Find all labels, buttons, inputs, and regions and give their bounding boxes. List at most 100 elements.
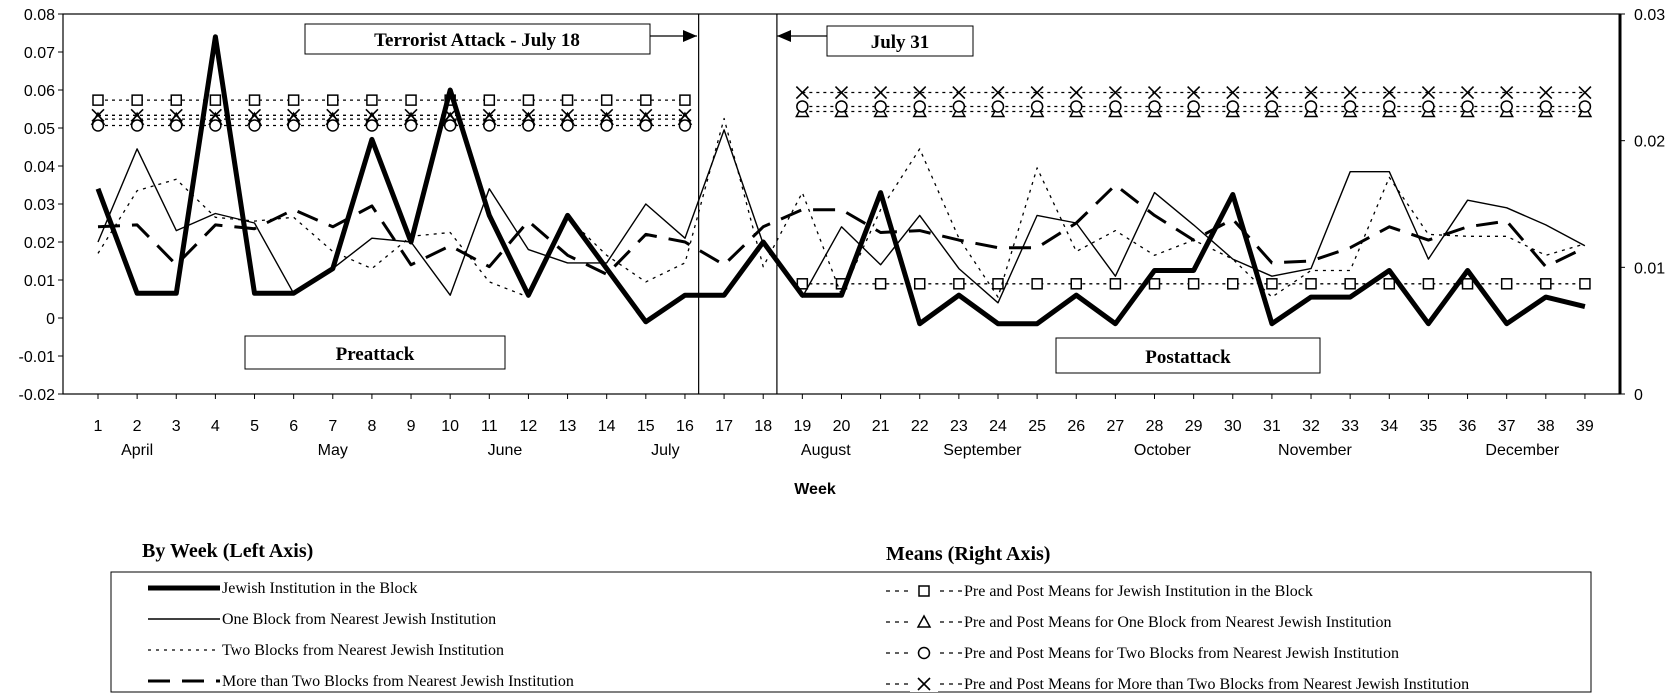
x-tick-label: 38 [1537,418,1555,435]
x-tick-label: 28 [1146,418,1164,435]
legend-mean-label: Pre and Post Means for Jewish Institutio… [964,583,1313,600]
mean-x-stroke [639,108,653,122]
mean-square-marker [679,94,691,106]
mean-x-marker [795,85,809,100]
mean-square-marker [640,94,652,106]
x-tick-label: 16 [676,418,694,435]
x-tick-label: 37 [1498,418,1516,435]
month-label: May [318,442,348,459]
month-label: November [1278,442,1352,459]
right-tick-label: 0.03 [1634,7,1665,24]
mean-x-marker [913,85,927,100]
attack-arrowhead [683,30,697,42]
mean-circle-marker [1383,100,1396,113]
legend-right-title: Means (Right Axis) [886,543,1050,565]
series-line [97,129,1586,304]
legend-entry-label: Jewish Institution in the Block [222,580,418,597]
mean-square-marker [953,278,965,290]
postattack-label-box [1055,337,1321,374]
legend-entry-label: One Block from Nearest Jewish Institutio… [222,611,496,628]
mean-circle-marker [326,119,340,132]
july31-label: July 31 [871,32,930,53]
left-tick-label: 0.03 [24,197,55,214]
mean-circle-marker [917,646,931,660]
mean-x-stroke [991,85,1005,100]
mean-x-stroke [795,85,809,100]
mean-x-marker [1187,85,1201,100]
mean-x-stroke [1030,85,1044,100]
mean-x-stroke [1421,85,1435,100]
x-tick-label: 9 [407,418,416,435]
mean-x-marker [678,108,692,122]
mean-circle-marker [1422,100,1435,113]
mean-square-marker [1422,278,1435,290]
mean-square-marker [248,94,261,106]
left-tick-label: 0.06 [24,83,55,100]
x-tick-label: 39 [1576,418,1594,435]
mean-square-marker [1305,278,1317,290]
mean-circle-marker [1148,100,1161,113]
mean-x-stroke [1460,85,1475,100]
mean-circle-marker [209,119,222,132]
mean-circle-marker [287,119,300,132]
x-tick-label: 8 [367,418,376,435]
legend-mean-label: Pre and Post Means for More than Two Blo… [964,676,1469,693]
mean-x-marker [208,108,222,122]
legend-left-title: By Week (Left Axis) [142,540,313,562]
mean-x-marker [834,85,849,100]
month-label: December [1485,442,1559,459]
mean-x-marker [1500,85,1514,100]
mean-x-stroke [913,85,927,100]
mean-x-stroke [678,108,692,122]
x-tick-label: 22 [911,418,929,435]
mean-x-stroke [1226,85,1240,100]
mean-x-marker [91,108,105,122]
july31-label-box [826,25,974,57]
mean-x-stroke [1187,85,1201,100]
mean-circle-marker [522,119,535,132]
mean-square-marker [918,585,930,597]
mean-x-marker [1343,85,1357,100]
mean-x-marker [1539,85,1553,100]
mean-circle-marker [404,119,418,132]
mean-circle-marker [991,100,1005,113]
x-tick-label: 31 [1263,418,1281,435]
mean-square-marker [287,94,300,106]
mean-x-stroke [208,108,222,122]
mean-circle-marker [170,119,183,132]
x-tick-label: 4 [211,418,220,435]
x-tick-label: 6 [289,418,298,435]
x-tick-label: 10 [441,418,459,435]
mean-x-marker [1578,85,1592,100]
x-tick-label: 11 [481,418,498,435]
x-tick-label: 27 [1106,418,1124,435]
mean-square-marker [131,94,143,106]
mean-circle-marker [678,119,692,132]
x-tick-label: 13 [559,418,577,435]
month-label: September [943,442,1022,459]
mean-square-marker [1187,278,1200,290]
mean-circle-marker [248,119,261,132]
mean-circle-marker [952,100,966,113]
mean-x-stroke [1265,85,1279,100]
left-tick-label: 0 [46,311,55,328]
left-tick-label: 0.07 [24,45,55,62]
mean-x-marker [1265,85,1279,100]
mean-circle-marker [1578,100,1592,113]
mean-x-marker [1226,85,1240,100]
mean-x-stroke [326,108,340,122]
mean-x-stroke [1578,85,1592,100]
mean-circle-marker [796,100,809,113]
mean-square-marker [1461,278,1474,290]
x-tick-label: 12 [520,418,538,435]
mean-x-marker [1147,85,1162,100]
mean-x-stroke [1500,85,1514,100]
left-tick-label: -0.02 [19,387,56,404]
series-line [97,183,1586,276]
mean-x-marker [1460,85,1475,100]
mean-circle-marker [1187,100,1200,113]
mean-x-stroke [482,108,496,122]
legend-mean-label: Pre and Post Means for One Block from Ne… [964,614,1391,631]
mean-x-stroke [1382,85,1396,100]
mean-circle-marker [91,119,105,132]
